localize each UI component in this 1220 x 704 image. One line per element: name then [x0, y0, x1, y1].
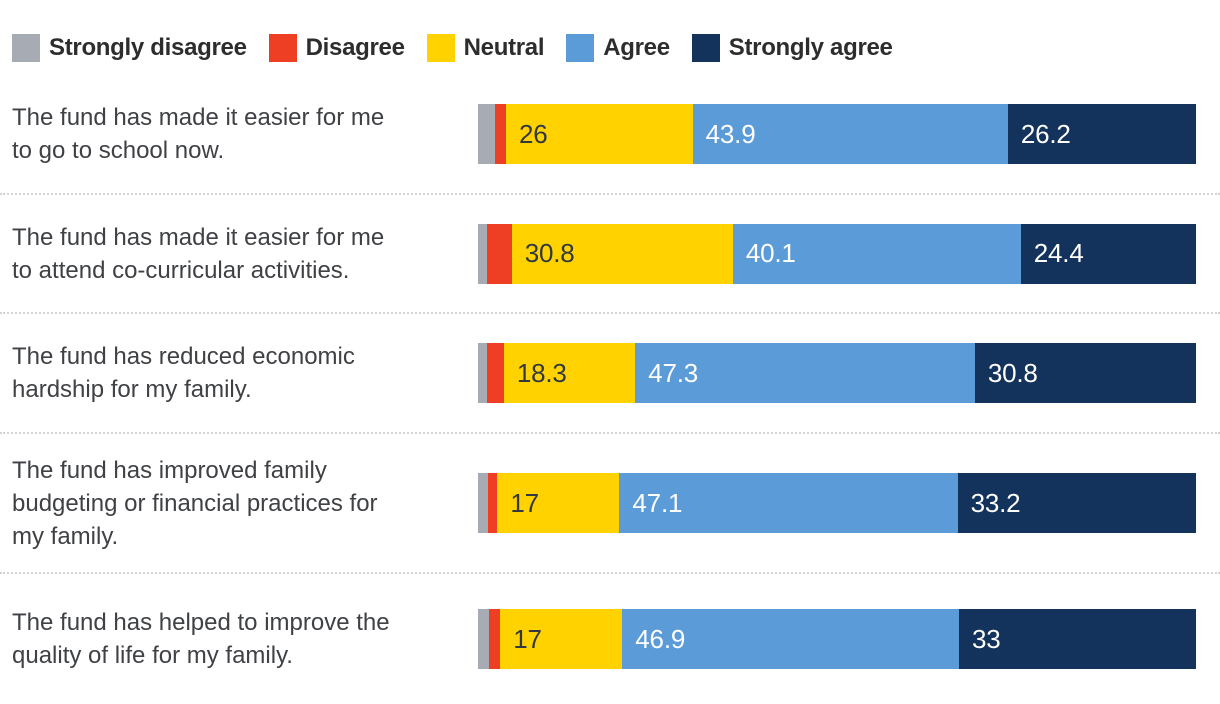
- legend-swatch-strongly-disagree: [12, 33, 40, 62]
- legend-item-disagree: Disagree: [268, 33, 405, 62]
- bar-segment-strongly-disagree[interactable]: [478, 473, 489, 533]
- stacked-bar: 17 47.1 33.2: [478, 473, 1196, 533]
- legend-item-neutral: Neutral: [426, 33, 545, 62]
- chart-row: The fund has helped to improve the quali…: [0, 574, 1220, 704]
- legend-label: Strongly disagree: [49, 33, 247, 61]
- bar-segment-strongly-agree[interactable]: 26.2: [1007, 104, 1196, 164]
- chart-row: The fund has made it easier for me to at…: [0, 195, 1220, 314]
- legend-swatch-neutral: [426, 33, 455, 62]
- bar-segment-disagree[interactable]: [488, 473, 498, 533]
- bar-value-label: 17: [510, 487, 539, 518]
- bar-segment-agree[interactable]: 40.1: [732, 223, 1021, 284]
- bar-value-label: 47.3: [648, 357, 699, 388]
- bar-segment-strongly-agree[interactable]: 30.8: [974, 343, 1196, 403]
- bar-value-label: 43.9: [705, 118, 756, 149]
- stacked-bar: 30.8 40.1 24.4: [478, 223, 1196, 284]
- bar-value-label: 18.3: [516, 357, 567, 388]
- bar-value-label: 46.9: [635, 623, 686, 654]
- bar-segment-strongly-agree[interactable]: 24.4: [1020, 223, 1196, 284]
- bar-segment-neutral[interactable]: 26: [505, 104, 693, 164]
- legend-item-strongly-disagree: Strongly disagree: [12, 33, 247, 62]
- bar-value-label: 47.1: [632, 487, 683, 518]
- bar-value-label: 33: [972, 623, 1001, 654]
- legend-swatch-agree: [566, 33, 595, 62]
- bar-segment-agree[interactable]: 47.1: [619, 473, 958, 533]
- stacked-bar: 17 46.9 33: [478, 609, 1196, 669]
- bar-segment-strongly-disagree[interactable]: [478, 223, 488, 284]
- legend-swatch-strongly-agree: [691, 33, 720, 62]
- bar-value-label: 30.8: [524, 238, 575, 268]
- bar-value-label: 30.8: [987, 357, 1038, 388]
- legend-item-agree: Agree: [566, 33, 670, 62]
- chart-legend: Strongly disagree Disagree Neutral Agree Str…: [0, 0, 1220, 75]
- legend-label: Strongly agree: [728, 33, 893, 61]
- legend-item-strongly-agree: Strongly agree: [691, 33, 893, 62]
- bar-segment-disagree[interactable]: [487, 223, 512, 284]
- bar-value-label: 26.2: [1020, 118, 1071, 149]
- stacked-bar: 18.3 47.3 30.8: [478, 343, 1196, 403]
- chart-rows: The fund has made it easier for me to go…: [0, 75, 1220, 704]
- row-label: The fund has made it easier for me to at…: [12, 223, 385, 284]
- bar-segment-strongly-disagree[interactable]: [478, 104, 496, 164]
- bar-value-label: 17: [513, 623, 542, 654]
- chart-row: The fund has improved family budgeting o…: [0, 434, 1220, 574]
- bar-segment-strongly-disagree[interactable]: [478, 609, 490, 669]
- bar-segment-disagree[interactable]: [495, 104, 506, 164]
- bar-segment-disagree[interactable]: [489, 609, 501, 669]
- chart-row: The fund has reduced economic hardship f…: [0, 314, 1220, 434]
- bar-segment-neutral[interactable]: 18.3: [503, 343, 636, 403]
- bar-segment-strongly-agree[interactable]: 33: [959, 609, 1196, 669]
- legend-label: Agree: [603, 33, 670, 61]
- bar-segment-agree[interactable]: 47.3: [635, 343, 975, 403]
- bar-segment-neutral[interactable]: 17: [497, 473, 620, 533]
- stacked-bar: 26 43.9 26.2: [478, 104, 1196, 164]
- bar-segment-agree[interactable]: 46.9: [622, 609, 960, 669]
- bar-segment-neutral[interactable]: 30.8: [511, 223, 733, 284]
- bar-segment-strongly-disagree[interactable]: [478, 343, 487, 403]
- bar-segment-neutral[interactable]: 17: [500, 609, 623, 669]
- bar-value-label: 40.1: [745, 238, 796, 268]
- bar-value-label: 26: [518, 118, 548, 149]
- bar-value-label: 33.2: [970, 487, 1021, 518]
- bar-value-label: 24.4: [1033, 238, 1084, 268]
- bar-segment-strongly-agree[interactable]: 33.2: [957, 473, 1196, 533]
- legend-label: Disagree: [305, 33, 405, 61]
- row-label: The fund has made it easier for me to go…: [12, 104, 385, 164]
- row-label: The fund has reduced economic hardship f…: [12, 343, 355, 403]
- bar-segment-disagree[interactable]: [486, 343, 504, 403]
- row-label: The fund has helped to improve the quali…: [12, 609, 390, 669]
- legend-swatch-disagree: [268, 33, 297, 62]
- legend-label: Neutral: [463, 33, 545, 61]
- bar-segment-agree[interactable]: 43.9: [692, 104, 1008, 164]
- chart-row: The fund has made it easier for me to go…: [0, 75, 1220, 195]
- row-label: The fund has improved family budgeting o…: [12, 456, 378, 550]
